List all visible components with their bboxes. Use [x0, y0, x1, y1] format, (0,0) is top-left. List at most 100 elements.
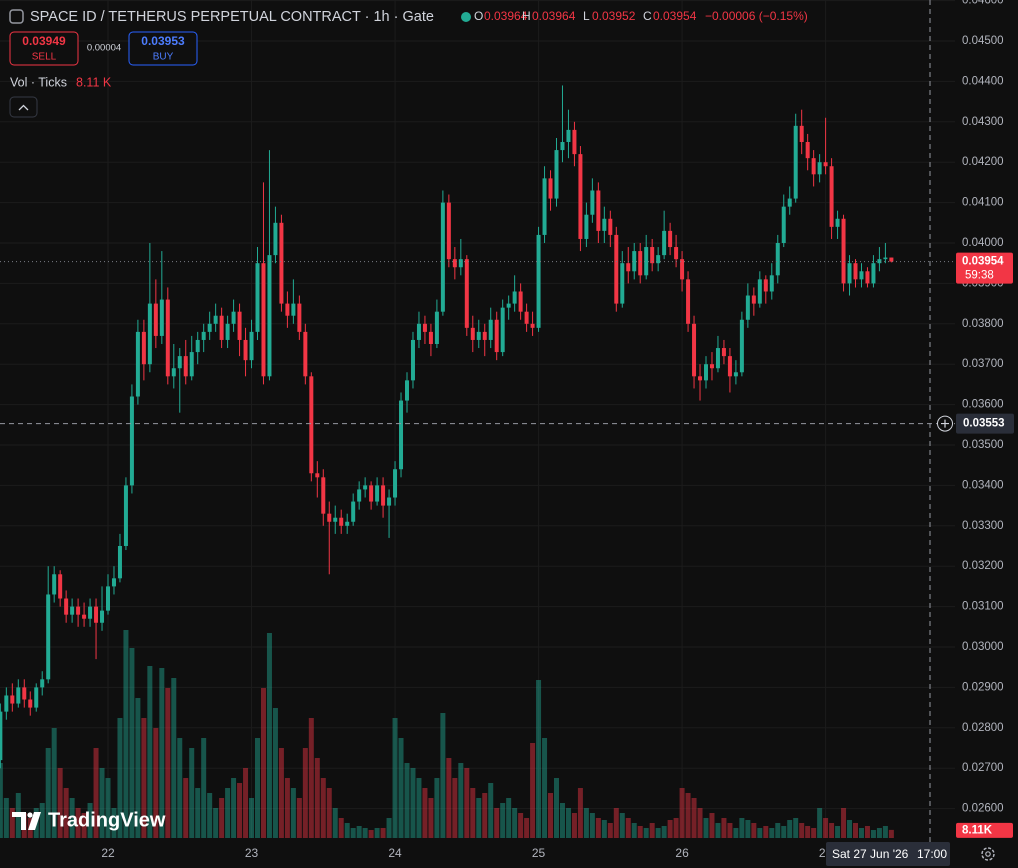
- volume-bar: [111, 808, 117, 838]
- volume-bar: [404, 763, 410, 838]
- ohlc-label: L: [583, 9, 590, 23]
- candle-body: [399, 400, 404, 470]
- sell-label: SELL: [32, 52, 57, 63]
- volume-bar: [583, 808, 589, 838]
- volume-bar: [530, 743, 536, 838]
- volume-bar: [231, 778, 237, 838]
- candle-body: [757, 279, 762, 304]
- candle-body: [476, 331, 481, 340]
- collapse-button[interactable]: [9, 96, 38, 118]
- volume-legend-value: 8.11 K: [76, 75, 112, 89]
- volume-bar: [452, 778, 458, 838]
- volume-bar: [805, 826, 811, 838]
- candle-body: [52, 574, 57, 595]
- volume-bar: [249, 798, 255, 838]
- volume-bar: [213, 808, 219, 838]
- candle-body: [213, 315, 218, 324]
- candle-body: [16, 687, 21, 704]
- y-tick-label: 0.04600: [962, 0, 1004, 7]
- candle-body: [440, 202, 445, 312]
- volume-bar: [763, 826, 769, 838]
- candle-body: [733, 372, 738, 377]
- volume-bar: [781, 826, 787, 838]
- candle-body: [572, 129, 577, 155]
- volume-bar: [93, 748, 99, 838]
- candle-body: [387, 497, 392, 506]
- volume-bar: [589, 813, 595, 838]
- volume-bar: [667, 820, 673, 838]
- candle-body: [680, 259, 685, 280]
- symbol-icon[interactable]: [9, 9, 24, 24]
- candle-body: [434, 311, 439, 344]
- buy-button[interactable]: [128, 31, 198, 66]
- volume-bar: [542, 738, 548, 838]
- volume-bar: [817, 808, 823, 838]
- candle-body: [698, 376, 703, 381]
- volume-bar: [278, 748, 284, 838]
- volume-bar: [559, 803, 565, 838]
- volume-bar: [39, 803, 45, 838]
- candle-body: [303, 331, 308, 377]
- candle-body: [309, 376, 314, 474]
- last-price-label: 0.03954: [962, 256, 1004, 268]
- candle-body: [177, 356, 182, 369]
- candle-body: [28, 699, 33, 708]
- candle-body: [524, 311, 529, 324]
- candle-body: [357, 489, 362, 502]
- volume-bar: [141, 718, 147, 838]
- settings-button[interactable]: [981, 847, 995, 861]
- candle-body: [590, 190, 595, 215]
- volume-bar: [607, 823, 613, 838]
- volume-bar: [201, 738, 207, 838]
- candle-body: [500, 307, 505, 353]
- candle-body: [123, 485, 128, 546]
- volume-bar: [225, 788, 231, 838]
- candle-body: [117, 545, 122, 579]
- candle-body: [94, 606, 99, 623]
- volume-bar: [829, 823, 835, 838]
- candle-body: [135, 331, 140, 397]
- y-tick-label: 0.04200: [962, 156, 1004, 168]
- volume-bar: [506, 798, 512, 838]
- volume-bar: [410, 768, 416, 838]
- y-tick-label: 0.04500: [962, 35, 1004, 47]
- ohlc-value: 0.03964: [532, 9, 576, 23]
- sell-button[interactable]: [9, 31, 79, 66]
- market-status: [461, 12, 471, 22]
- candle-body: [22, 687, 27, 700]
- volume-bar: [147, 666, 153, 838]
- x-tick-label: 25: [532, 846, 546, 860]
- y-tick-label: 0.03200: [962, 560, 1004, 572]
- grid: [0, 0, 955, 838]
- candle-body: [452, 259, 457, 268]
- y-tick-label: 0.02700: [962, 762, 1004, 774]
- candle-body: [171, 368, 176, 377]
- candle-body: [207, 323, 212, 332]
- volume-bar: [775, 823, 781, 838]
- volume-bar: [338, 818, 344, 838]
- volume-bar: [105, 778, 111, 838]
- volume-bar: [159, 668, 165, 838]
- volume-bar: [171, 678, 177, 838]
- candle-body: [799, 125, 804, 143]
- candle-body: [141, 331, 146, 365]
- volume-bar: [434, 778, 440, 838]
- candle-body: [877, 259, 882, 264]
- candle-body: [88, 606, 93, 619]
- candle-body: [853, 263, 858, 280]
- volume-bar: [57, 768, 63, 838]
- volume-bar: [380, 828, 386, 838]
- volume-bar: [876, 828, 882, 838]
- candle-body: [363, 485, 368, 490]
- volume-bar: [488, 783, 494, 838]
- volume-bar: [548, 793, 554, 838]
- candle-body: [339, 517, 344, 526]
- candle-body: [817, 162, 822, 175]
- candle-body: [231, 311, 236, 324]
- ohlc-value: 0.03952: [592, 9, 636, 23]
- y-tick-label: 0.03400: [962, 479, 1004, 491]
- crosshair-time: 17:00: [917, 847, 947, 861]
- candle-body: [273, 222, 278, 256]
- candle-body: [859, 271, 864, 280]
- candle-body: [458, 259, 463, 268]
